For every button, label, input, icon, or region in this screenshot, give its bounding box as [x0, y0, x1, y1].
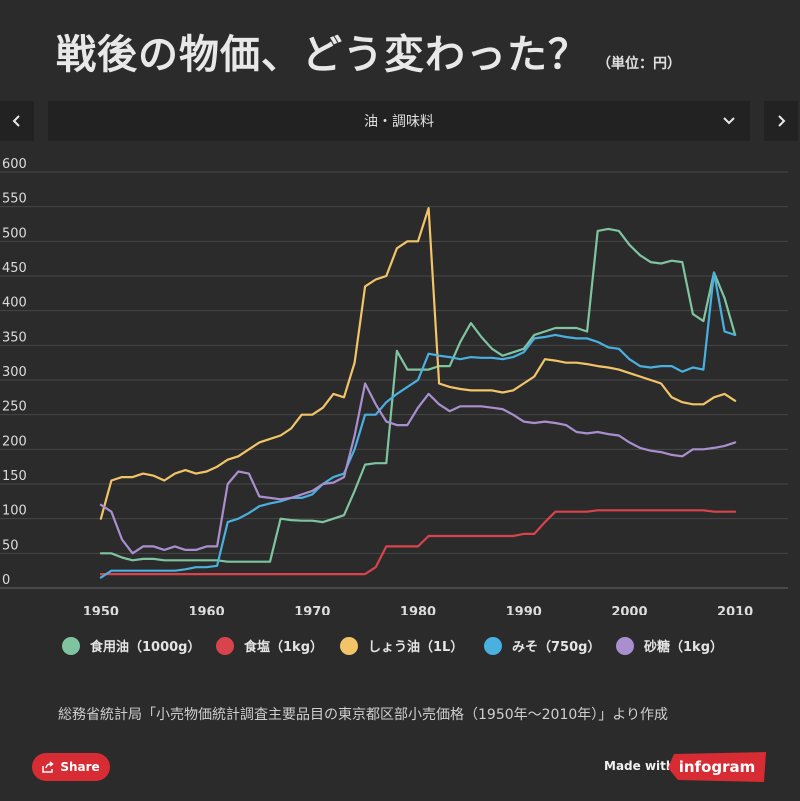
y-tick-label: 150	[2, 469, 27, 484]
logo-badge-shape	[668, 752, 766, 782]
y-tick-label: 500	[2, 226, 27, 241]
y-tick-label: 600	[2, 157, 27, 172]
y-tick-label: 300	[2, 365, 27, 380]
legend-item-cooking-oil[interactable]: 食用油（1000g）	[62, 636, 201, 655]
share-button[interactable]: Share	[32, 753, 110, 781]
legend-label: 食用油（1000g）	[90, 640, 201, 655]
y-tick-label: 400	[2, 296, 27, 311]
y-tick-label: 200	[2, 434, 27, 449]
x-tick-label: 2010	[717, 605, 753, 615]
chevron-left-icon	[12, 115, 20, 127]
legend-label: みそ（750g）	[512, 640, 601, 655]
series-line-4	[99, 382, 737, 555]
share-icon	[42, 761, 55, 773]
x-tick-label: 1970	[294, 605, 330, 615]
x-tick-label: 2000	[611, 605, 647, 615]
chevron-right-icon	[778, 115, 786, 127]
next-category-button[interactable]	[764, 101, 798, 141]
share-label: Share	[60, 760, 100, 774]
y-tick-label: 100	[2, 504, 27, 519]
series-line-2	[99, 206, 737, 520]
made-with-text: Made with	[604, 759, 675, 773]
legend-item-soy-sauce[interactable]: しょう油（1L）	[340, 636, 463, 655]
legend-label: しょう油（1L）	[368, 640, 464, 655]
y-tick-label: 0	[2, 573, 10, 588]
y-tick-label: 450	[2, 261, 27, 276]
legend-label: 砂糖（1kg）	[644, 640, 723, 655]
title-area: 戦後の物価、どう変わった？ （単位：円）	[56, 22, 681, 80]
x-tick-label: 1990	[506, 605, 542, 615]
infogram-logo[interactable]: infogram	[668, 752, 766, 782]
legend-swatch	[484, 636, 502, 655]
legend-item-sugar[interactable]: 砂糖（1kg）	[616, 636, 723, 655]
legend-item-salt[interactable]: 食塩（1kg）	[216, 636, 323, 655]
x-tick-label: 1980	[400, 605, 436, 615]
x-axis-ticks: 1950 1960 1970 1980 1990 2000 2010	[83, 605, 753, 615]
source-note: 総務省統計局「小売物価統計調査主要品目の東京都区部小売価格（1950年〜2010…	[58, 707, 668, 723]
category-select[interactable]: 油・調味料	[48, 101, 750, 141]
chart-grid	[0, 171, 788, 589]
series-line-0	[99, 227, 737, 563]
series-line-1	[99, 509, 737, 576]
y-tick-label: 550	[2, 192, 27, 207]
infogram-logo-text: infogram	[678, 758, 756, 776]
y-tick-label: 250	[2, 400, 27, 415]
legend-swatch	[62, 636, 80, 655]
category-select-value: 油・調味料	[364, 114, 434, 130]
chevron-down-icon	[723, 117, 735, 125]
y-axis-ticks: 0 50 100 150 200 250 300 350 400 450 500 550 600	[2, 157, 27, 588]
prev-category-button[interactable]	[0, 101, 34, 141]
price-line-chart: 0 50 100 150 200 250 300 350 400 450 500 550 600 195…	[0, 157, 788, 615]
unit-label: （単位：円）	[597, 56, 681, 72]
chart-series	[99, 206, 737, 579]
y-tick-label: 350	[2, 330, 27, 345]
series-line-3	[99, 271, 737, 579]
legend-label: 食塩（1kg）	[244, 640, 323, 655]
y-tick-label: 50	[2, 538, 19, 553]
legend-item-miso[interactable]: みそ（750g）	[484, 636, 600, 655]
page-title: 戦後の物価、どう変わった？	[56, 32, 589, 78]
legend-swatch	[340, 636, 358, 655]
chart-legend: 食用油（1000g） 食塩（1kg） しょう油（1L） みそ（750g） 砂糖（…	[0, 636, 800, 660]
x-tick-label: 1950	[83, 605, 119, 615]
x-tick-label: 1960	[188, 605, 224, 615]
legend-swatch	[616, 636, 634, 655]
legend-swatch	[216, 636, 234, 655]
